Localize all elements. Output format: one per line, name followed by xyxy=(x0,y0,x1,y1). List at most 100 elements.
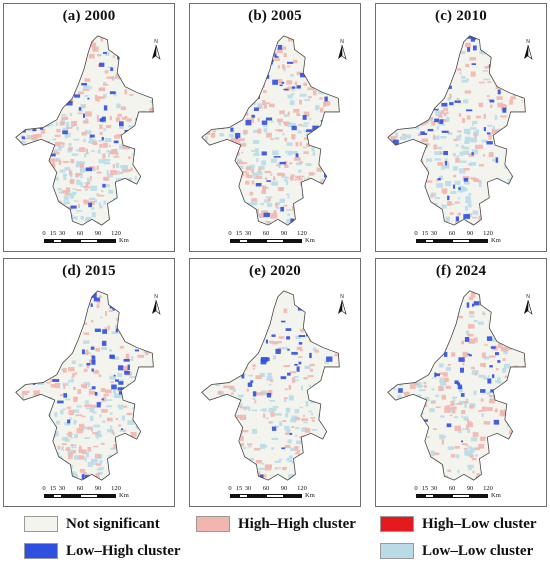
cluster-patch xyxy=(427,342,435,347)
cluster-patch xyxy=(301,216,306,222)
cluster-patch xyxy=(253,107,259,111)
cluster-patch xyxy=(449,67,455,74)
cluster-patch xyxy=(315,47,319,53)
cluster-patch xyxy=(205,121,212,125)
cluster-patch xyxy=(132,461,138,465)
cluster-patch xyxy=(211,185,218,191)
cluster-patch xyxy=(463,99,469,104)
cluster-patch xyxy=(99,295,102,299)
cluster-patch xyxy=(263,212,270,217)
cluster-patch xyxy=(300,72,306,78)
cluster-patch xyxy=(148,385,152,389)
scale-segment xyxy=(80,494,98,498)
cluster-patch xyxy=(486,336,493,341)
cluster-patch xyxy=(325,46,331,49)
cluster-patch xyxy=(418,176,424,180)
cluster-patch xyxy=(499,185,503,190)
cluster-patch xyxy=(295,153,299,158)
cluster-patch xyxy=(102,420,106,423)
cluster-patch xyxy=(330,133,337,136)
cluster-patch xyxy=(309,309,313,313)
cluster-patch xyxy=(67,431,73,437)
cluster-patch xyxy=(498,198,502,200)
cluster-patch xyxy=(109,412,113,415)
cluster-patch xyxy=(437,295,440,300)
cluster-patch xyxy=(482,70,489,72)
cluster-patch xyxy=(212,292,215,295)
cluster-patch xyxy=(32,111,36,115)
cluster-patch xyxy=(205,131,211,135)
north-label: N xyxy=(154,39,158,45)
cluster-patch xyxy=(80,215,84,220)
cluster-patch xyxy=(30,218,34,222)
cluster-patch xyxy=(226,219,230,221)
cluster-patch xyxy=(107,475,113,478)
cluster-patch xyxy=(138,158,143,163)
cluster-patch xyxy=(486,95,490,98)
cluster-patch xyxy=(121,307,125,311)
cluster-patch xyxy=(408,182,412,186)
cluster-patch xyxy=(315,389,321,393)
cluster-patch xyxy=(232,388,237,393)
cluster-patch xyxy=(152,62,154,66)
cluster-patch xyxy=(490,389,496,393)
cluster-patch xyxy=(439,175,443,180)
cluster-patch xyxy=(132,329,140,333)
cluster-patch xyxy=(58,209,64,214)
cluster-patch xyxy=(330,77,335,83)
cluster-patch xyxy=(215,339,220,343)
cluster-patch xyxy=(116,441,121,444)
cluster-patch xyxy=(263,199,270,203)
cluster-patch xyxy=(422,115,426,119)
cluster-patch xyxy=(521,137,526,141)
cluster-patch xyxy=(317,451,322,455)
cluster-patch xyxy=(453,138,458,142)
cluster-patch xyxy=(123,358,130,362)
cluster-patch xyxy=(243,82,250,86)
cluster-patch xyxy=(21,136,26,140)
cluster-patch xyxy=(411,439,418,441)
cluster-patch xyxy=(501,86,508,88)
cluster-patch xyxy=(89,175,92,180)
cluster-patch xyxy=(84,153,87,158)
cluster-patch xyxy=(400,426,407,433)
cluster-patch xyxy=(102,329,107,334)
cluster-patch xyxy=(283,66,286,72)
cluster-patch xyxy=(60,141,63,145)
cluster-patch xyxy=(27,109,33,112)
cluster-patch xyxy=(499,409,504,414)
cluster-patch xyxy=(431,474,435,479)
cluster-patch xyxy=(210,200,215,206)
cluster-patch xyxy=(146,145,152,149)
cluster-patch xyxy=(147,69,152,72)
cluster-patch xyxy=(53,431,59,437)
cluster-patch xyxy=(411,88,418,93)
cluster-patch xyxy=(216,336,221,341)
cluster-patch xyxy=(332,137,340,140)
cluster-patch xyxy=(101,137,104,141)
cluster-patch xyxy=(19,455,25,460)
cluster-patch xyxy=(63,175,67,180)
cluster-patch xyxy=(391,126,396,129)
cluster-patch xyxy=(317,54,320,58)
cluster-patch xyxy=(433,144,438,150)
cluster-patch xyxy=(111,148,117,154)
cluster-patch xyxy=(66,447,71,451)
cluster-patch xyxy=(273,210,277,214)
cluster-patch xyxy=(207,422,213,428)
cluster-patch xyxy=(38,325,42,329)
cluster-patch xyxy=(467,129,470,135)
region-border xyxy=(387,290,526,481)
cluster-patch xyxy=(525,191,526,197)
cluster-patch xyxy=(133,444,138,448)
cluster-patch xyxy=(100,190,104,193)
cluster-patch xyxy=(439,363,444,368)
cluster-patch xyxy=(245,180,250,185)
cluster-patch xyxy=(74,372,78,375)
cluster-patch xyxy=(49,153,56,157)
cluster-patch xyxy=(205,371,212,374)
cluster-patch xyxy=(478,321,484,325)
cluster-patch xyxy=(517,170,522,174)
scale-segment xyxy=(266,239,284,243)
cluster-patch xyxy=(334,409,340,413)
